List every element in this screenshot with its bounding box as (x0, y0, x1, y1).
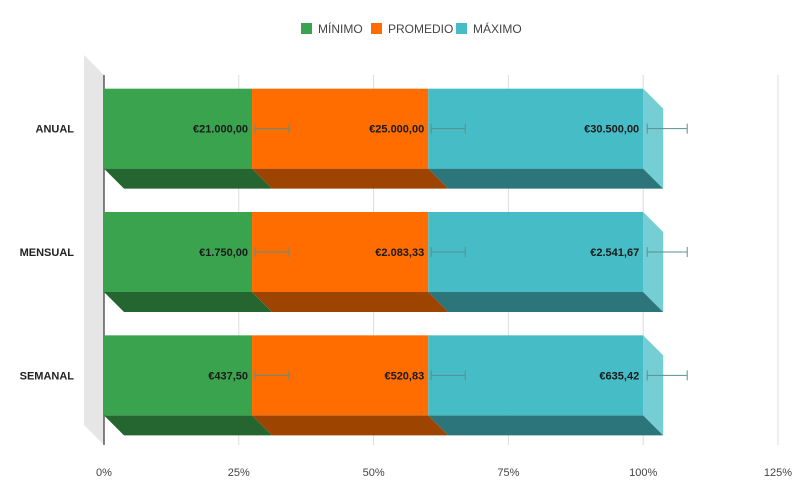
data-label: €2.541,67 (590, 247, 639, 259)
data-label: €25.000,00 (369, 124, 424, 136)
data-label: €30.500,00 (584, 124, 639, 136)
x-tick-label: 50% (363, 467, 385, 479)
bar-bottom-face (252, 292, 449, 312)
data-label: €520,83 (384, 370, 424, 382)
category-label: SEMANAL (20, 370, 75, 382)
bar-bottom-face (252, 168, 449, 189)
x-tick-label: 0% (96, 467, 112, 479)
bar-segment (104, 88, 253, 169)
legend-label: MÁXIMO (473, 21, 522, 36)
bar-bottom-face (428, 415, 664, 436)
bar-segment (104, 212, 253, 292)
data-label: €437,50 (208, 370, 248, 382)
data-label: €21.000,00 (193, 124, 248, 136)
bar-bottom-face (104, 168, 273, 189)
bar-bottom-face (104, 415, 273, 436)
category-label: MENSUAL (20, 247, 75, 259)
x-tick-label: 100% (629, 467, 657, 479)
data-label: €635,42 (599, 370, 639, 382)
chart-side-wall (84, 55, 104, 445)
legend-label: PROMEDIO (388, 22, 453, 36)
x-tick-label: 75% (497, 467, 519, 479)
legend-swatch (456, 23, 467, 34)
legend-swatch (301, 23, 312, 34)
category-label: ANUAL (36, 124, 75, 136)
bar-bottom-face (428, 168, 664, 189)
bar-end-face (643, 212, 664, 312)
legend-swatch (371, 23, 382, 34)
bar-bottom-face (428, 292, 664, 312)
legend-label: MÍNIMO (318, 21, 363, 36)
bar-segment (104, 335, 253, 416)
bar-end-face (643, 88, 664, 189)
x-tick-label: 125% (764, 467, 792, 479)
bar-bottom-face (104, 292, 273, 312)
bar-end-face (643, 335, 664, 436)
x-tick-label: 25% (228, 467, 250, 479)
data-label: €1.750,00 (199, 247, 248, 259)
bar-bottom-face (252, 415, 449, 436)
data-label: €2.083,33 (375, 247, 424, 259)
